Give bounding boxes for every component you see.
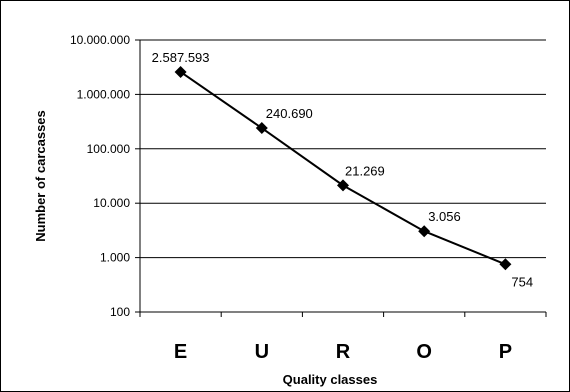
- y-tick-label-5: 10.000.000: [70, 33, 130, 47]
- data-label-U: 240.690: [266, 106, 313, 121]
- data-labels: 2.587.593 240.690 21.269 3.056 754: [152, 50, 533, 289]
- y-axis-ticks: 100 1.000 10.000 100.000 1.000.000 10.000.000: [70, 33, 140, 319]
- series-group: [174, 65, 512, 271]
- x-tick-label-O: O: [416, 341, 432, 363]
- data-label-O: 3.056: [428, 209, 461, 224]
- data-label-P: 754: [511, 274, 533, 289]
- x-tick-label-U: U: [255, 341, 269, 363]
- data-label-E: 2.587.593: [152, 50, 210, 65]
- x-tick-label-P: P: [499, 341, 512, 363]
- x-tick-label-E: E: [174, 341, 187, 363]
- y-tick-label-1: 1.000: [100, 251, 130, 265]
- point-E: [174, 65, 187, 78]
- point-U: [255, 122, 268, 135]
- y-tick-label-3: 100.000: [87, 142, 131, 156]
- y-tick-label-2: 10.000: [93, 196, 130, 210]
- point-R: [337, 179, 349, 192]
- x-tick-label-R: R: [336, 341, 351, 363]
- data-label-R: 21.269: [345, 163, 385, 178]
- point-O: [418, 225, 431, 238]
- y-axis-title: Number of carcasses: [33, 110, 48, 242]
- x-axis-title: Quality classes: [283, 372, 378, 387]
- y-tick-label-4: 1.000.000: [77, 87, 131, 101]
- y-tick-label-0: 100: [110, 305, 130, 319]
- point-P: [499, 258, 512, 271]
